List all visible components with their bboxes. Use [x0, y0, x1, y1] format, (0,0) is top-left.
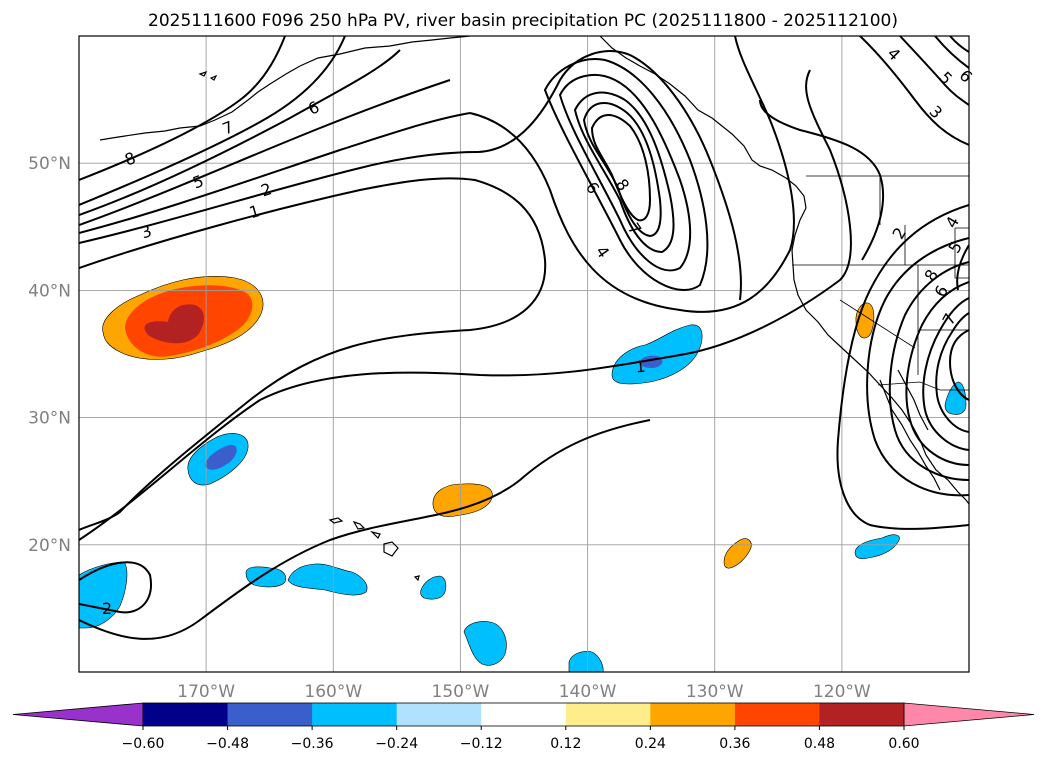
border-us-states-3	[839, 227, 969, 349]
colorbar-tick-label: 0.60	[888, 736, 919, 752]
contour-pv-1-south	[79, 69, 852, 541]
map-background	[79, 36, 969, 672]
lon-tick-label: 130°W	[686, 682, 744, 702]
coastline-alaska-aleutians	[99, 36, 471, 141]
contour-pv-1-west	[79, 177, 547, 531]
map-frame	[78, 35, 970, 673]
colorbar-swatch	[734, 703, 820, 726]
colorbar-tick-label: 0.12	[550, 736, 581, 752]
contour-pv-ridge-5	[573, 91, 675, 254]
colorbar-tick-label: 0.24	[635, 736, 666, 752]
lon-tick-label: 140°W	[559, 682, 617, 702]
contour-pv-1-south-b	[79, 561, 152, 614]
contour-pv-northeast-3	[899, 36, 969, 106]
contour-pv-2-southwest	[79, 419, 651, 640]
lon-tick-label: 120°W	[813, 682, 871, 702]
contour-pv-2-west	[79, 151, 479, 244]
contour-pv-east-2	[866, 237, 969, 497]
contour-label: 1	[635, 357, 647, 377]
colorbar-tick-label: −0.36	[291, 736, 334, 752]
lat-tick-label: 20°N	[28, 536, 71, 556]
colorbar-swatch	[312, 703, 398, 726]
lon-tick-label: 160°W	[304, 682, 362, 702]
colorbar-swatch	[650, 703, 736, 726]
lon-tick-label: 150°W	[432, 682, 490, 702]
contour-pv-ridge-3	[543, 58, 709, 291]
colorbar-swatch	[819, 703, 905, 726]
pv-contours	[79, 36, 969, 640]
contour-pv-ridge-2	[477, 50, 742, 301]
map-gridlines	[79, 36, 969, 672]
contour-pv-ridge-1	[469, 36, 795, 313]
contour-pv-5-west	[79, 79, 451, 226]
lon-tick-label: 170°W	[177, 682, 235, 702]
precip-region-cold-south-2	[568, 651, 604, 672]
contour-pv-northeast-1	[759, 99, 885, 261]
contour-pv-east-5	[922, 297, 969, 451]
coastline-small-islands	[198, 70, 420, 582]
border-us-mexico	[877, 381, 969, 391]
contour-pv-east-1	[836, 204, 969, 530]
contour-pv-6-west	[79, 49, 401, 216]
contour-label: 2	[102, 599, 112, 618]
colorbar-swatch	[143, 703, 229, 726]
precip-region-cold-offshore	[611, 324, 703, 385]
contour-pv-3-west	[79, 112, 471, 234]
colorbar-under-triangle	[12, 702, 144, 727]
colorbar-over-triangle	[903, 702, 1035, 727]
contour-pv-ridge-7	[590, 114, 652, 222]
coastline-alaska-panhandle	[599, 36, 807, 209]
colorbar-tick-label: −0.60	[122, 736, 165, 752]
precip-region-cold-hawaii-central	[287, 563, 368, 596]
contour-pv-northeast-2	[859, 36, 969, 146]
colorbar-swatch	[227, 703, 313, 726]
precip-region-cold-hawaii-east	[420, 575, 447, 600]
chart-title: 2025111600 F096 250 hPa PV, river basin …	[148, 11, 898, 31]
contour-pv-east-loop	[956, 244, 969, 291]
contour-pv-northeast-5	[949, 36, 969, 53]
colorbar-tick-label: 0.48	[804, 736, 835, 752]
contour-pv-east-3	[888, 261, 969, 481]
colorbar-swatch	[481, 703, 567, 726]
colorbar-swatch	[396, 703, 482, 726]
coastline-hawaii-islands	[328, 517, 399, 557]
contour-pv-8-west	[79, 36, 286, 181]
lat-tick-label: 30°N	[28, 409, 71, 429]
longitude-labels: 170°W 160°W 150°W 140°W 130°W 120°W	[177, 682, 871, 702]
coastline-baja	[879, 379, 941, 491]
colorbar-frame	[142, 702, 905, 727]
colorbar: −0.60 −0.48 −0.36 −0.24 −0.12 0.12 0.24 0.36 0.4…	[12, 702, 1035, 752]
coastlines	[99, 36, 969, 582]
latitude-labels: 20°N 30°N 40°N 50°N	[28, 154, 71, 556]
colorbar-tick-label: −0.24	[375, 736, 418, 752]
precip-region-cold-hawaii-west	[245, 566, 287, 588]
precip-region-cold-central-core	[205, 444, 237, 470]
colorbar-tick-label: −0.48	[206, 736, 249, 752]
contour-pv-east-4	[905, 281, 969, 466]
precip-region-cold-mexico-offshore	[854, 534, 900, 560]
colorbar-tick-label: −0.12	[460, 736, 503, 752]
contour-label: 1	[247, 201, 262, 222]
lat-tick-label: 50°N	[28, 154, 71, 174]
colorbar-tick-label: 0.36	[719, 736, 750, 752]
precip-region-warm-north-pacific-max	[144, 304, 204, 344]
precip-region-cold-south-1	[463, 621, 507, 666]
coastline-baja-east	[897, 369, 929, 431]
contour-pv-ridge-4	[558, 74, 692, 272]
colorbar-swatch	[565, 703, 651, 726]
contour-pv-east-7	[948, 329, 969, 401]
coastline-us-west	[791, 207, 969, 505]
lat-tick-label: 40°N	[28, 281, 71, 301]
contour-pv-east-6	[935, 312, 969, 433]
contour-pv-7-west	[79, 36, 346, 206]
precip-layer	[79, 276, 967, 672]
contour-pv-northeast-4	[934, 36, 969, 69]
